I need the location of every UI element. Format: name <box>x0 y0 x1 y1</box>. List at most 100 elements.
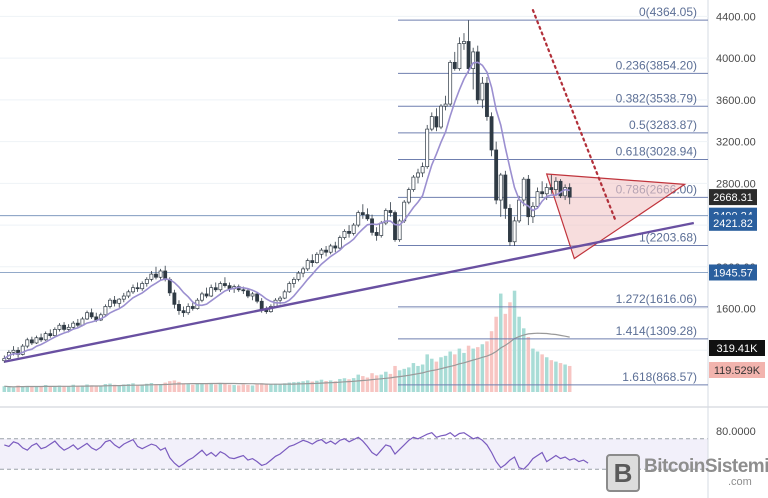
candle-up <box>429 116 434 130</box>
fib-level-label: 1.414(1309.28) <box>616 324 697 338</box>
volume-tag <box>709 362 765 378</box>
volume-bar <box>287 382 292 392</box>
volume-bar <box>342 378 347 392</box>
volume-bar <box>227 384 232 392</box>
candle-up <box>126 291 131 297</box>
volume-bar <box>489 331 494 392</box>
price-tag-label: 1945.57 <box>713 267 753 279</box>
volume-bar <box>66 386 71 392</box>
volume-bar <box>324 381 328 392</box>
price-chart: 1200.001600.002000.002400.002800.003200.… <box>0 0 768 410</box>
candle-up <box>11 349 16 353</box>
volume-bar <box>43 385 48 392</box>
candle-down <box>452 61 457 69</box>
volume-bar <box>149 383 154 392</box>
volume-bar <box>232 385 236 392</box>
candle-down <box>508 208 512 243</box>
volume-bar <box>310 381 315 392</box>
candle-down <box>370 218 374 233</box>
fib-level-label: 1.272(1616.06) <box>616 292 697 306</box>
volume-bar <box>269 384 273 392</box>
volume-bar <box>526 337 531 392</box>
volume-bar <box>108 383 112 392</box>
candle-down <box>181 310 186 314</box>
volume-bar <box>145 383 149 392</box>
volume-bar <box>480 344 485 392</box>
candle-up <box>278 297 283 301</box>
volume-bar <box>158 384 163 392</box>
volume-bar <box>485 341 489 392</box>
candle-up <box>291 278 296 284</box>
candle-up <box>314 253 319 263</box>
volume-bar <box>99 385 103 392</box>
volume-bar <box>448 351 452 392</box>
candle-up <box>287 283 292 293</box>
candle-down <box>255 293 260 302</box>
volume-bar <box>503 313 508 392</box>
candle-up <box>305 260 310 270</box>
candle-down <box>310 260 315 263</box>
volume-bar <box>20 386 25 392</box>
candle-up <box>186 306 191 314</box>
price-ma-line <box>3 61 570 360</box>
fib-level-label: 0(4364.05) <box>639 5 697 19</box>
volume-bar <box>379 374 383 392</box>
volume-bar <box>301 381 305 392</box>
volume-bar <box>186 384 190 392</box>
volume-bar <box>2 386 7 392</box>
candle-down <box>112 299 117 304</box>
candle-down <box>485 82 489 117</box>
volume-bar <box>347 379 351 392</box>
volume-bar <box>411 363 416 392</box>
candle-up <box>337 237 342 249</box>
volume-bar <box>370 373 374 392</box>
price-tag <box>709 214 757 231</box>
price-tag <box>709 189 757 206</box>
candle-down <box>48 333 53 337</box>
volume-bar <box>80 386 85 392</box>
candle-up <box>425 128 430 168</box>
volume-bar <box>443 355 448 392</box>
volume-bar <box>126 384 131 392</box>
candle-up <box>521 178 526 201</box>
candle-up <box>342 230 347 238</box>
volume-bar <box>563 364 567 392</box>
candle-down <box>167 278 172 294</box>
candle-up <box>43 333 48 341</box>
volume-bar <box>338 378 342 392</box>
candle-down <box>324 249 328 253</box>
fib-level-label: 0.618(3028.94) <box>616 144 697 158</box>
candle-up <box>512 220 517 243</box>
volume-bar <box>476 347 480 392</box>
volume-bar <box>172 380 177 392</box>
candle-up <box>85 312 89 320</box>
volume-bar <box>319 379 324 392</box>
candle-up <box>480 82 485 101</box>
candle-up <box>71 322 76 328</box>
candle-down <box>177 304 181 311</box>
candle-down <box>172 292 177 305</box>
volume-bar <box>214 384 218 392</box>
volume-bar <box>393 365 397 392</box>
volume-bar <box>278 384 282 392</box>
candle-up <box>117 298 122 304</box>
candle-down <box>393 212 397 241</box>
volume-bar <box>94 386 98 392</box>
volume-bar <box>508 302 512 392</box>
volume-bar <box>204 384 209 392</box>
candle-up <box>319 249 324 255</box>
volume-bar <box>250 385 255 392</box>
candle-up <box>544 187 549 195</box>
candle-up <box>66 326 71 330</box>
candle-down <box>347 230 351 234</box>
volume-bar <box>223 384 227 392</box>
candle-down <box>163 270 168 280</box>
volume-bar <box>544 357 549 392</box>
candle-down <box>360 212 365 215</box>
volume-tag <box>709 340 765 356</box>
price-tag-label: 2668.31 <box>713 192 753 204</box>
candle-up <box>553 180 558 190</box>
candle-down <box>62 324 66 330</box>
price-tag-label: 2421.82 <box>713 218 753 230</box>
volume-bar <box>218 383 223 392</box>
